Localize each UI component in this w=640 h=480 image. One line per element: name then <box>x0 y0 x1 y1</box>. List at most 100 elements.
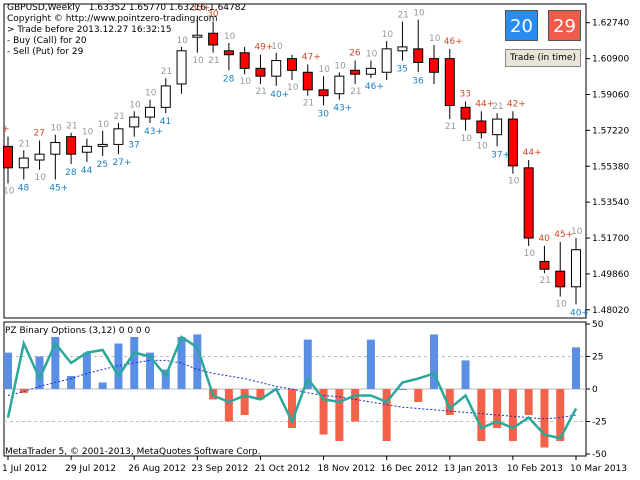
candle-grey-label: 10 <box>240 77 252 87</box>
candle-signal-label: + <box>2 125 10 135</box>
candle-grey-label: 21 <box>303 99 314 109</box>
price-tick-label: 1.55380 <box>592 162 629 172</box>
candle-signal-label: 36 <box>412 76 424 86</box>
candle-signal-label: 26 <box>349 49 361 59</box>
bear-candle <box>507 118 518 167</box>
candle-signal-label: 42+ <box>507 99 526 109</box>
bull-candle <box>97 143 108 147</box>
candle-grey-label: 10 <box>224 32 236 42</box>
positive-bar <box>51 337 60 389</box>
candle-grey-label: 10 <box>3 186 15 196</box>
candle-signal-label: 28 <box>223 74 235 84</box>
negative-bar <box>335 389 344 441</box>
candle-grey-label: 10 <box>50 124 62 134</box>
bear-candle <box>350 69 361 75</box>
candle-grey-label: 10 <box>413 9 425 19</box>
candle-signal-label: 35 <box>396 65 407 75</box>
bear-candle <box>555 270 566 288</box>
indicator-histogram <box>4 334 580 448</box>
negative-bar <box>524 389 533 415</box>
date-tick-label: 23 Sep 2012 <box>191 464 248 474</box>
date-axis: 1 Jul 2012 29 Jul 2012 26 Aug 2012 23 Sep 2… <box>2 456 627 474</box>
bear-candle <box>223 50 234 56</box>
positive-bar <box>114 343 123 389</box>
price-tick-label: 1.59060 <box>592 90 629 100</box>
candle-signal-label: 40 <box>538 234 550 244</box>
candle-grey-label: 10 <box>555 300 567 310</box>
date-tick-label: 13 Jan 2013 <box>444 464 498 474</box>
bull-candle <box>381 48 392 73</box>
candle-signal-label: 41 <box>160 117 171 127</box>
dotted-signal-line <box>7 359 577 420</box>
candle-grey-label: 21 <box>19 139 30 149</box>
date-tick-label: 16 Dec 2012 <box>381 464 439 474</box>
candle-grey-label: 10 <box>145 89 157 99</box>
candle-signal-label: 44 <box>81 166 93 176</box>
candle-grey-label: 10 <box>571 227 583 237</box>
positive-bar <box>130 337 139 389</box>
bull-candle <box>176 50 187 85</box>
candle-signal-label: 45+ <box>554 230 573 240</box>
bear-candle <box>429 58 439 73</box>
candle-signal-label: 46+ <box>444 37 463 47</box>
date-tick-label: 26 Aug 2012 <box>128 464 186 474</box>
bear-candle <box>523 167 534 239</box>
bear-candle <box>3 145 13 169</box>
candle-grey-label: 10 <box>82 128 94 138</box>
candle-signal-label: 40+ <box>570 308 589 318</box>
candle-grey-label: 10 <box>334 61 346 71</box>
candle-grey-label: 10 <box>287 83 299 93</box>
put-count-button[interactable]: 29 <box>548 10 581 41</box>
positive-bar <box>67 376 76 389</box>
candle-grey-label: 10 <box>461 134 473 144</box>
candle-signal-label: 43+ <box>333 104 352 114</box>
candle-grey-label: 10 <box>508 177 520 187</box>
trade-in-time-button[interactable]: Trade (in time) <box>505 49 581 67</box>
candle-signal-label: 44+ <box>475 99 494 109</box>
price-tick-label: 1.62740 <box>592 19 629 29</box>
price-plot-frame <box>3 3 587 319</box>
price-tick-label: 1.60900 <box>592 55 629 65</box>
negative-bar <box>224 389 233 422</box>
candle-signal-label: 25 <box>97 160 108 170</box>
bear-candle <box>287 58 297 71</box>
bear-candle <box>318 89 329 97</box>
metatrader-copyright: MetaTrader 5, © 2001-2013, MetaQuotes So… <box>5 447 261 457</box>
positive-bar <box>193 334 202 389</box>
candle-grey-label: 10 <box>382 30 394 40</box>
date-tick-label: 21 Oct 2012 <box>254 464 310 474</box>
bear-candle <box>460 106 471 120</box>
bull-candle <box>129 116 140 128</box>
copyright-text: Copyright © http://www.pointzero-trading… <box>7 14 218 24</box>
positive-bar <box>82 352 91 389</box>
bull-candle <box>18 157 29 169</box>
candle-grey-label: 10 <box>476 142 488 152</box>
bull-candle <box>397 46 408 52</box>
negative-bar <box>414 389 423 402</box>
indicator-tick-label: -25 <box>592 418 607 428</box>
negative-bar <box>351 389 360 422</box>
candle-grey-label: 10 <box>271 42 283 52</box>
candle-signal-label: 46+ <box>365 82 384 92</box>
candle-signal-label: 28 <box>65 168 77 178</box>
positive-bar <box>177 337 186 389</box>
candle-signal-label: 49+ <box>254 43 273 53</box>
candle-grey-label: 10 <box>129 100 141 110</box>
trade-before-text: > Trade before 2013.12.27 16:32:15 <box>7 25 172 35</box>
candle-grey-label: 21 <box>66 122 77 132</box>
bull-candle <box>571 249 581 288</box>
negative-bar <box>382 389 391 441</box>
candle-grey-label: 21 <box>492 102 503 112</box>
call-count-button[interactable]: 20 <box>505 10 538 41</box>
price-tick-label: 1.57220 <box>592 126 629 136</box>
candle-grey-label: 21 <box>350 87 361 97</box>
date-tick-label: 29 Jul 2012 <box>65 464 116 474</box>
chart-title: GBPUSD,Weekly <box>7 3 81 13</box>
candle-signal-label: 44+ <box>523 148 542 158</box>
candle-grey-label: 21 <box>445 122 456 132</box>
candle-signal-label: 27 <box>34 129 45 139</box>
bull-candle <box>50 141 61 155</box>
candle-grey-label: 21 <box>255 87 266 97</box>
